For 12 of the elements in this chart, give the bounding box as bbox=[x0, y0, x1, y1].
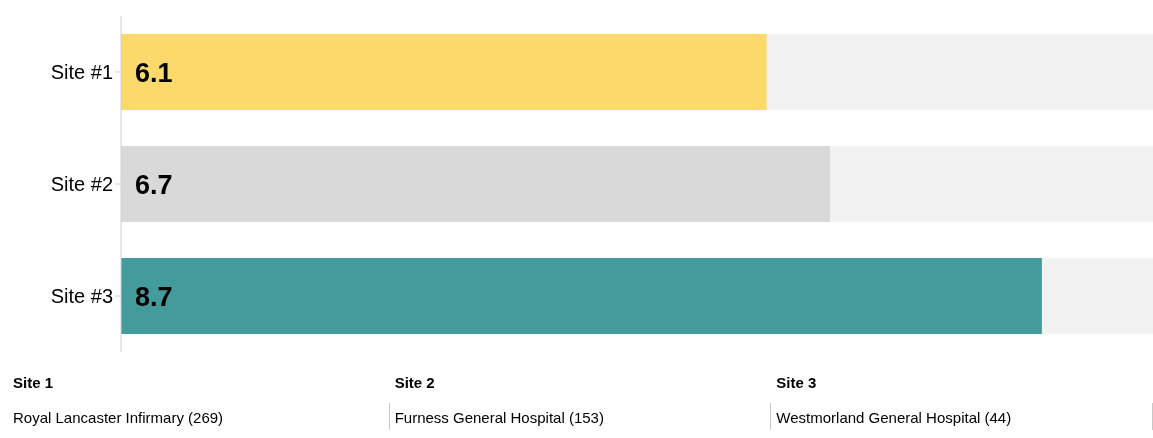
text: Westmorland General Hospital (44) bbox=[771, 403, 1153, 430]
text: Site 1 bbox=[12, 373, 55, 393]
text: Furness General Hospital (153) bbox=[389, 403, 772, 430]
y-tick-label: Site #2 bbox=[50, 173, 113, 196]
data-label: 8.7 bbox=[135, 281, 173, 312]
y-tick-label: Site #3 bbox=[50, 285, 113, 308]
data-label: 6.7 bbox=[135, 169, 173, 200]
data-label: 6.1 bbox=[135, 57, 173, 88]
text: Site 2 bbox=[393, 373, 436, 393]
text: Royal Lancaster Infirmary (269) bbox=[8, 403, 390, 430]
y-tick-label: Site #1 bbox=[50, 61, 113, 84]
text: Site 3 bbox=[775, 373, 818, 393]
